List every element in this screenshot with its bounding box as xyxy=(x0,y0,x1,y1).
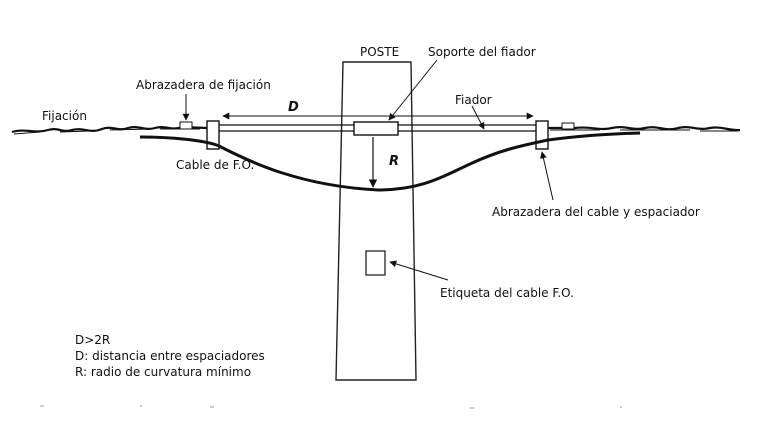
label-etiqueta: Etiqueta del cable F.O. xyxy=(440,286,574,300)
fixing-clamp-left xyxy=(179,121,193,130)
pole xyxy=(335,61,417,381)
ground-line-right xyxy=(548,126,741,132)
label-abrazadera-cable: Abrazadera del cable y espaciador xyxy=(492,205,700,219)
label-cable-fo: Cable de F.O. xyxy=(176,158,255,172)
legend: D>2R D: distancia entre espaciadores R: … xyxy=(75,332,265,380)
ground-specks xyxy=(40,405,622,409)
label-fijacion: Fijación xyxy=(42,109,87,123)
legend-line-3: R: radio de curvatura mínimo xyxy=(75,365,252,379)
label-abrazadera-fijacion: Abrazadera de fijación xyxy=(136,78,271,92)
ground-line-left xyxy=(11,125,208,134)
leader-fiador xyxy=(471,105,485,130)
fixing-clamp-right xyxy=(561,122,575,130)
ground-texture-right xyxy=(550,129,738,132)
label-soporte-fiador: Soporte del fiador xyxy=(428,45,536,59)
spacer-right xyxy=(535,120,549,150)
dimension-d-label: D xyxy=(288,100,299,115)
cable-tag xyxy=(365,250,386,276)
fiber-optic-cable xyxy=(139,131,641,192)
leader-soporte xyxy=(388,59,438,121)
label-fiador: Fiador xyxy=(455,93,492,107)
leader-abrazadera-cable xyxy=(539,151,554,201)
messenger-support xyxy=(353,121,399,136)
label-poste: POSTE xyxy=(360,45,400,59)
legend-line-2: D: distancia entre espaciadores xyxy=(75,349,265,363)
legend-line-1: D>2R xyxy=(75,333,111,347)
ground-texture-left xyxy=(13,128,200,135)
dimension-r-label: R xyxy=(389,154,400,169)
leader-etiqueta xyxy=(389,260,449,281)
